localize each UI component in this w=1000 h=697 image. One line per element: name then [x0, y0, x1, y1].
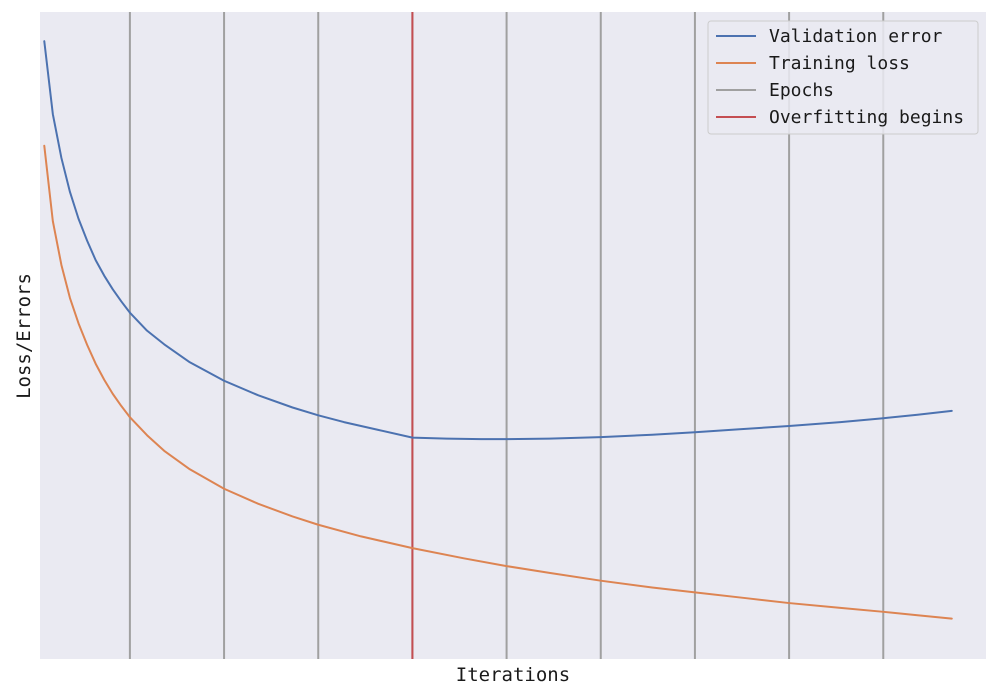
series-group: [43, 40, 953, 620]
legend-box: [707, 20, 979, 135]
legend-label-validation-error: Validation error: [769, 26, 943, 47]
legend: Validation error Training loss Epochs Overf…: [707, 20, 979, 135]
y-axis-label: Loss/Errors: [13, 273, 35, 399]
validation-error-line: [43, 40, 953, 441]
legend-label-epochs: Epochs: [769, 80, 834, 101]
legend-label-training-loss: Training loss: [769, 53, 910, 74]
training-loss-line: [43, 144, 953, 620]
x-axis-label: Iterations: [456, 664, 570, 686]
legend-label-overfitting-begins: Overfitting begins: [769, 107, 964, 128]
